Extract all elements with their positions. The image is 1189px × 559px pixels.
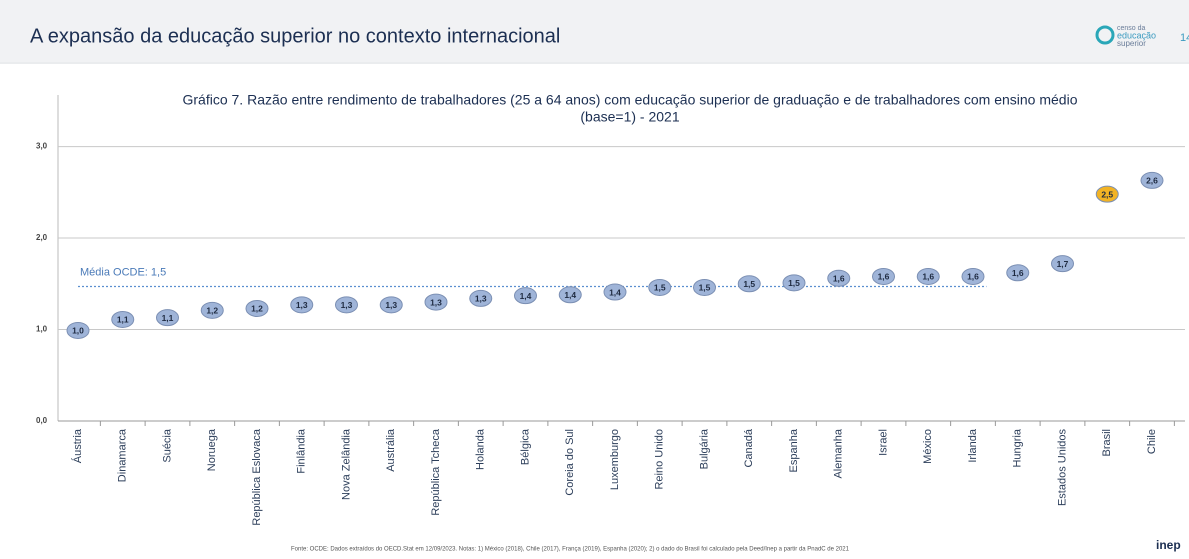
data-label: 1,2 (206, 306, 218, 316)
logo-text: educação (1117, 30, 1156, 40)
header-band (0, 0, 1189, 62)
x-tick-label: Luxemburgo (609, 429, 621, 490)
data-label: 1,4 (520, 291, 532, 301)
data-point (827, 269, 851, 287)
logo-text: superior (1117, 39, 1146, 48)
data-point (603, 283, 627, 301)
y-tick-label: 2,0 (36, 233, 48, 242)
data-point (200, 301, 224, 319)
data-label: 1,5 (654, 283, 666, 293)
data-point (648, 278, 672, 296)
x-tick-label: Bélgica (519, 428, 531, 465)
y-tick-label: 1,0 (36, 325, 48, 334)
data-point (737, 275, 761, 293)
data-point (1095, 185, 1119, 203)
x-tick-label: Israel (877, 429, 889, 456)
data-point (961, 267, 985, 285)
x-tick-label: Hungria (1012, 428, 1024, 467)
data-label: 1,3 (341, 300, 353, 310)
x-tick-label: Holanda (475, 428, 487, 470)
data-label: 1,3 (385, 300, 397, 310)
data-point (379, 296, 403, 314)
data-label: 1,2 (251, 304, 263, 314)
data-point (290, 296, 314, 314)
y-tick-label: 3,0 (36, 142, 48, 151)
data-label: 1,1 (117, 315, 129, 325)
data-label: 1,1 (162, 313, 174, 323)
data-label: 1,6 (1012, 268, 1024, 278)
x-tick-label: Austrália (385, 428, 397, 472)
x-tick-label: Finlândia (296, 428, 308, 474)
data-label: 1,3 (430, 297, 442, 307)
data-point (66, 321, 90, 339)
x-tick-label: República Tcheca (430, 428, 442, 516)
data-point (514, 287, 537, 305)
x-tick-label: Noruega (206, 428, 218, 471)
data-point (111, 310, 135, 328)
chart-title: Gráfico 7. Razão entre rendimento de tra… (183, 92, 1078, 108)
data-point (424, 293, 448, 311)
data-point (469, 289, 493, 307)
y-tick-label: 0,0 (36, 416, 48, 425)
data-point (782, 274, 806, 292)
x-tick-label: Chile (1146, 429, 1158, 454)
source-note: Fonte: OCDE: Dados extraídos do OECD.Sta… (291, 547, 850, 553)
data-point (916, 267, 940, 285)
data-point (558, 286, 582, 304)
data-label: 2,6 (1146, 176, 1158, 186)
data-label: 1,4 (564, 290, 576, 300)
x-tick-label: Nova Zelândia (340, 428, 352, 500)
data-label: 1,5 (788, 278, 800, 288)
x-tick-label: Coreia do Sul (564, 429, 576, 496)
x-tick-label: Áustria (71, 428, 84, 463)
data-label: 1,5 (743, 279, 755, 289)
data-point (1140, 171, 1164, 189)
data-point (1051, 255, 1074, 273)
data-point (335, 296, 358, 314)
data-label: 1,6 (922, 272, 934, 282)
data-label: 1,3 (475, 294, 487, 304)
data-label: 1,6 (878, 272, 890, 282)
x-tick-label: Bulgária (698, 428, 710, 469)
x-tick-label: Reino Unido (654, 429, 666, 490)
data-label: 1,4 (609, 287, 621, 297)
data-point (245, 299, 269, 317)
data-point (156, 309, 179, 327)
reference-label: Média OCDE: 1,5 (80, 266, 166, 278)
data-point (872, 267, 895, 285)
data-label: 1,5 (699, 283, 711, 293)
footer-logo: inep (1156, 538, 1181, 552)
data-label: 1,6 (967, 272, 979, 282)
data-point (1006, 264, 1030, 282)
logo-icon (1095, 25, 1115, 45)
data-point (693, 278, 716, 296)
data-label: 1,7 (1057, 259, 1069, 269)
x-tick-label: Dinamarca (117, 428, 129, 482)
x-tick-label: Canadá (743, 428, 755, 467)
data-label: 2,5 (1101, 189, 1113, 199)
page-number: 14 (1180, 32, 1189, 44)
slide-title: A expansão da educação superior no conte… (30, 25, 560, 47)
x-tick-label: Brasil (1101, 429, 1113, 457)
x-tick-label: Alemanha (833, 428, 845, 478)
x-tick-label: Espanha (788, 428, 800, 472)
data-label: 1,0 (72, 326, 84, 336)
x-tick-label: Irlanda (967, 428, 979, 463)
x-tick-label: República Eslovaca (251, 428, 263, 525)
data-label: 1,6 (833, 274, 845, 284)
logo-text: censo da (1117, 25, 1146, 32)
x-tick-label: México (922, 429, 934, 464)
x-tick-label: Suécia (161, 428, 173, 463)
data-label: 1,3 (296, 300, 308, 310)
chart-subtitle: (base=1) - 2021 (580, 109, 679, 125)
x-tick-label: Estados Unidos (1056, 429, 1068, 507)
